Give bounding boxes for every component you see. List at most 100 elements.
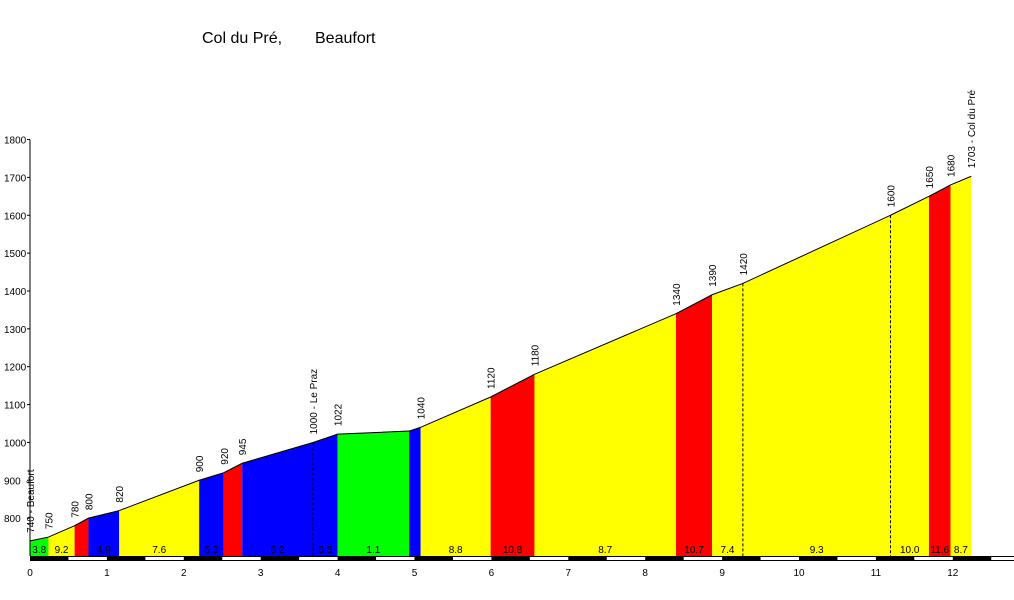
segment-fill-11	[420, 396, 491, 556]
dashed-marker-group	[312, 215, 892, 556]
segment-fill-13	[534, 313, 676, 556]
axes-group: 800 900 1000 1 10 0 1200 1300 1400 1500 1600 1700 18…	[4, 136, 1014, 579]
x-tick-label-10: 10	[793, 568, 805, 579]
x-tick-label-3: 3	[258, 568, 264, 579]
elevation-label-17: 1600	[887, 185, 898, 208]
x-ruler-light-12	[991, 557, 1014, 560]
chart-title: Col du Pré, Beaufort	[0, 30, 1014, 54]
elevation-label-13: 1180	[530, 344, 541, 366]
x-tick-label-7: 7	[566, 568, 572, 579]
grade-label-5: 6.3	[205, 545, 219, 556]
segment-fill-2	[74, 518, 89, 556]
grade-label-19: 8.7	[954, 545, 968, 556]
x-tick-label-12: 12	[947, 568, 959, 579]
segment-fill-10	[409, 427, 421, 556]
y-tick-label-1000: 1000	[4, 438, 27, 449]
y-tick-label-800: 800	[4, 514, 21, 525]
y-tick-label-1300: 1300	[4, 325, 27, 336]
grade-label-14: 10.7	[684, 545, 704, 556]
elevation-label-9: 1022	[334, 403, 345, 426]
segment-fill-1	[48, 525, 75, 556]
grade-label-9: 1.1	[366, 545, 380, 556]
elevation-labels-group: 740 - Beaufort 750 780 800 820 900 920 945 1000 …	[26, 89, 978, 532]
y-tick-label-1700: 1700	[4, 173, 27, 184]
segment-fill-3	[88, 510, 120, 556]
elevation-label-16: 1420	[739, 253, 750, 276]
grade-label-13: 8.7	[598, 545, 612, 556]
segment-fill-4	[119, 480, 200, 556]
x-axis-ruler	[30, 556, 1014, 561]
grade-label-0: 3.8	[32, 545, 46, 556]
x-tick-label-6: 6	[489, 568, 495, 579]
segment-fill-9	[337, 431, 410, 556]
y-tick-label-1200: 1200	[4, 363, 27, 374]
x-ruler-light-10	[837, 557, 876, 560]
elevation-label-3: 800	[84, 493, 95, 510]
x-ruler-light-1	[145, 557, 184, 560]
segment-fill-18	[928, 184, 951, 557]
elevation-label-20: 1703 - Col du Pré	[967, 89, 978, 168]
grade-label-18: 11.6	[930, 545, 949, 556]
x-ruler-light-3	[299, 557, 338, 560]
x-ruler-light-6	[529, 557, 569, 560]
grade-label-12: 10.8	[503, 545, 523, 556]
y-tick-label-1800: 1800	[4, 136, 27, 147]
x-tick-label-2: 2	[181, 568, 187, 579]
segment-fill-0	[30, 537, 49, 556]
x-tick-label-9: 9	[719, 568, 725, 579]
x-ruler-light-8	[683, 557, 723, 560]
grade-label-4: 7.6	[152, 545, 166, 556]
x-ruler-light-7	[606, 557, 646, 560]
x-tick-label-11: 11	[871, 568, 882, 579]
segment-fill-17	[890, 196, 929, 556]
elevation-label-2: 780	[71, 501, 82, 518]
grade-label-7: 6.2	[271, 545, 285, 556]
y-tick-label-1600: 1600	[4, 211, 27, 222]
elevation-label-8: 1000 - Le Praz	[309, 369, 320, 435]
segment-fill-19	[950, 176, 972, 556]
y-tick-label-1500: 1500	[4, 249, 27, 260]
segment-fill-15	[712, 283, 743, 556]
segment-fill-14	[675, 294, 713, 556]
segment-fill-6	[223, 463, 243, 556]
elevation-label-0: 740 - Beaufort	[26, 469, 37, 533]
profile-outline-group	[29, 175, 972, 542]
elevation-label-6: 920	[220, 448, 231, 465]
grade-labels-group: 3.8 9.2 4.9 7.6 6.3 6.2 6.8 1.1 8.8 10.8 8.7 10.7 7.…	[32, 545, 968, 556]
x-tick-label-4: 4	[335, 568, 341, 579]
grade-label-8: 6.8	[318, 545, 332, 556]
elevation-label-15: 1390	[708, 264, 719, 287]
elevation-label-1: 750	[44, 512, 55, 529]
segment-fill-7	[242, 442, 313, 556]
elevation-label-4: 820	[115, 485, 126, 502]
segment-fill-8	[312, 434, 338, 556]
title-start-town: Beaufort	[315, 30, 376, 47]
title-climb-name: Col du Pré,	[202, 30, 283, 47]
x-ruler-light-9	[760, 557, 799, 560]
profile-outline	[29, 175, 972, 542]
x-tick-label-5: 5	[412, 568, 418, 579]
elevation-label-12: 1120	[487, 367, 498, 389]
x-ruler-light-5	[452, 557, 492, 560]
x-tick-label-1: 1	[104, 568, 110, 579]
grade-label-16: 9.3	[810, 545, 824, 556]
profile-fill-group	[30, 176, 972, 557]
elevation-label-18: 1650	[925, 166, 936, 189]
elevation-label-19: 1680	[946, 154, 957, 177]
segment-fill-5	[199, 472, 224, 556]
x-tick-label-8: 8	[642, 568, 648, 579]
segment-fill-12	[490, 374, 535, 556]
x-tick-label-0: 0	[27, 568, 33, 579]
grade-label-3: 4.9	[97, 545, 111, 556]
elevation-label-5: 900	[195, 455, 206, 472]
segment-fill-16	[742, 215, 891, 556]
grade-label-1: 9.2	[55, 545, 69, 556]
y-tick-label-1400: 1400	[4, 287, 27, 298]
grade-label-17: 10.0	[900, 545, 920, 556]
elevation-label-11: 1040	[417, 397, 428, 420]
grade-label-11: 8.8	[449, 545, 463, 556]
grade-label-15: 7.4	[721, 545, 735, 556]
elevation-label-14: 1340	[672, 283, 683, 306]
x-ruler-light-2	[222, 557, 261, 560]
